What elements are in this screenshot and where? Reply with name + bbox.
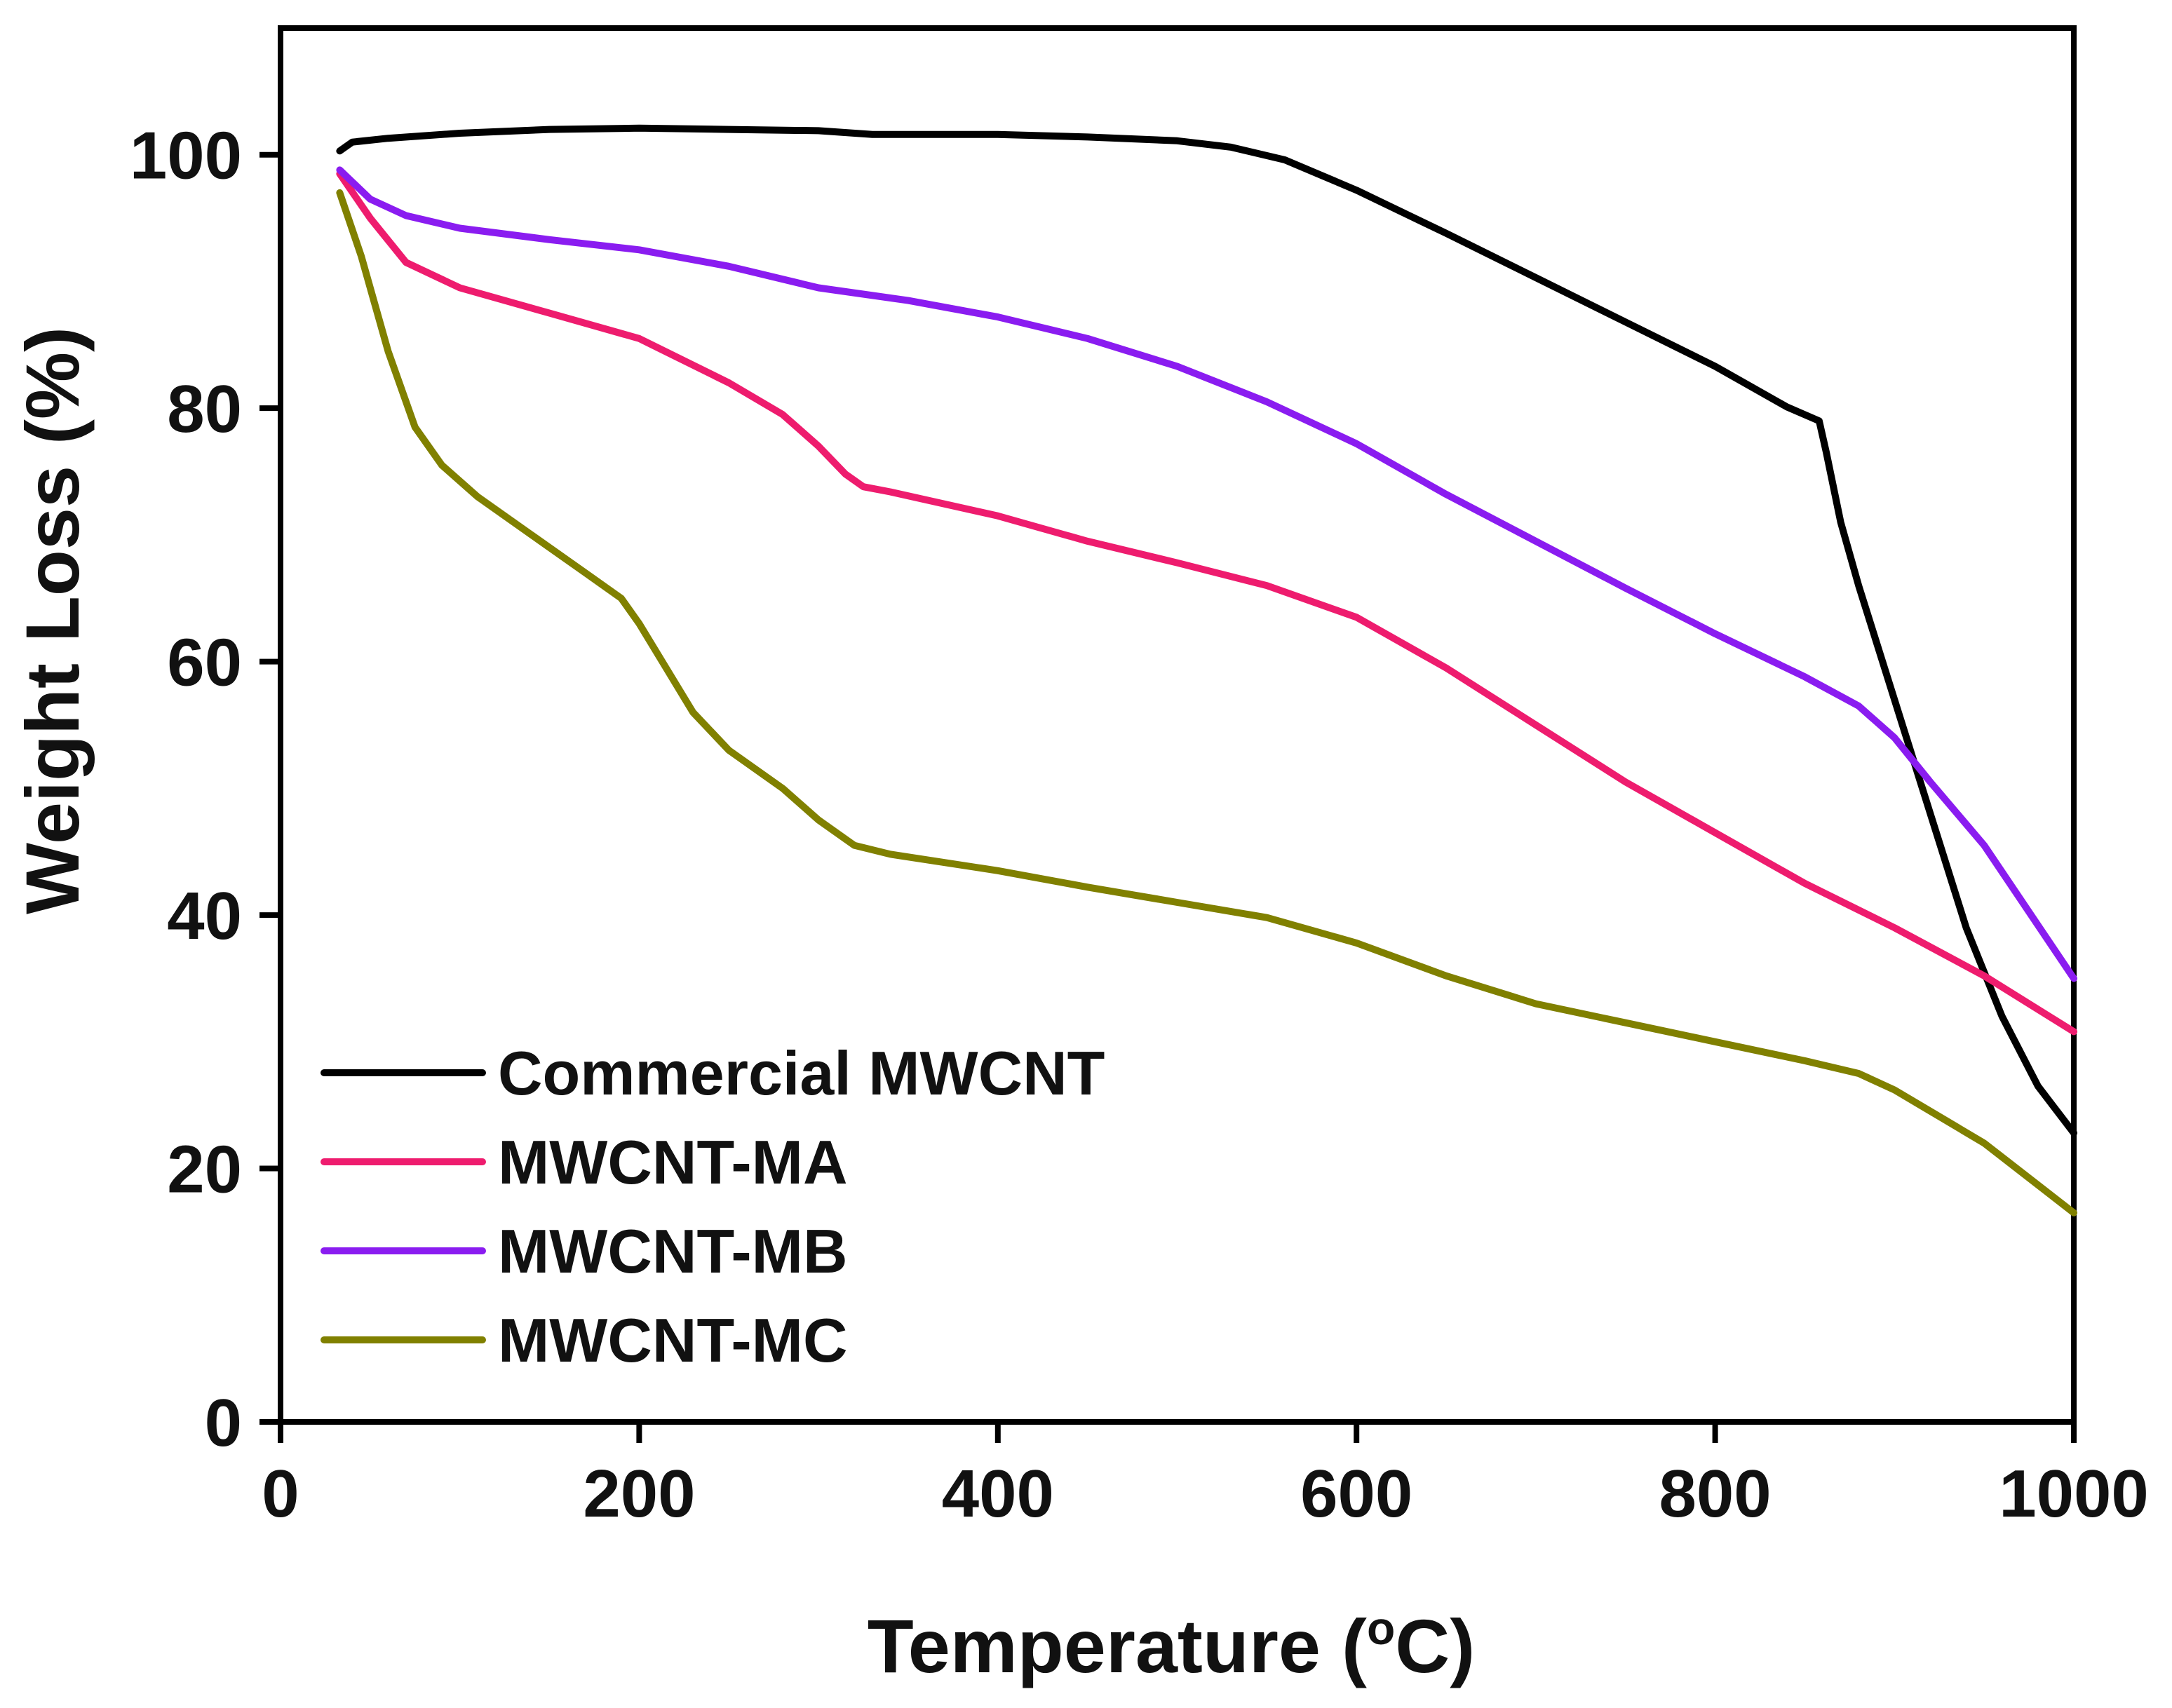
legend-label-mwcnt-mc: MWCNT-MC bbox=[498, 1306, 848, 1375]
legend-label-commercial-mwcnt: Commercial MWCNT bbox=[498, 1038, 1105, 1108]
y-tick-label: 20 bbox=[167, 1132, 242, 1207]
y-axis-title: Weight Loss (%) bbox=[10, 327, 95, 914]
y-tick-label: 60 bbox=[167, 625, 242, 700]
legend-label-mwcnt-mb: MWCNT-MB bbox=[498, 1216, 848, 1286]
x-axis-title-unit: C) bbox=[1395, 1604, 1475, 1688]
legend: Commercial MWCNT MWCNT-MA MWCNT-MB MWCNT-MC bbox=[321, 1038, 1105, 1375]
x-tick-label: 400 bbox=[942, 1456, 1054, 1531]
y-tick-label: 40 bbox=[167, 879, 242, 954]
y-tick-label: 80 bbox=[167, 372, 242, 447]
x-tick-label: 600 bbox=[1300, 1456, 1412, 1531]
series-line-commercial-mwcnt bbox=[336, 124, 2077, 1137]
x-axis-title: Temperature (oC) bbox=[868, 1602, 1475, 1688]
x-tick-label: 800 bbox=[1659, 1456, 1772, 1531]
legend-label-mwcnt-ma: MWCNT-MA bbox=[498, 1127, 848, 1197]
axis-ticks: 0 200 400 600 800 1000 0 20 40 60 80 100 bbox=[130, 118, 2149, 1531]
plot-area-frame bbox=[278, 25, 2077, 1425]
x-axis-title-main: Temperature ( bbox=[868, 1604, 1367, 1688]
data-series bbox=[336, 124, 2077, 1216]
series-line-mwcnt-ma bbox=[336, 170, 2077, 1036]
x-tick-label: 1000 bbox=[1999, 1456, 2149, 1531]
x-tick-label: 0 bbox=[262, 1456, 299, 1531]
y-tick-label: 100 bbox=[130, 118, 242, 194]
y-tick-label: 0 bbox=[205, 1385, 242, 1460]
x-tick-label: 200 bbox=[583, 1456, 695, 1531]
x-axis-title-degree: o bbox=[1367, 1602, 1395, 1654]
series-line-mwcnt-mb bbox=[336, 166, 2077, 982]
series-line-mwcnt-mc bbox=[336, 189, 2077, 1216]
